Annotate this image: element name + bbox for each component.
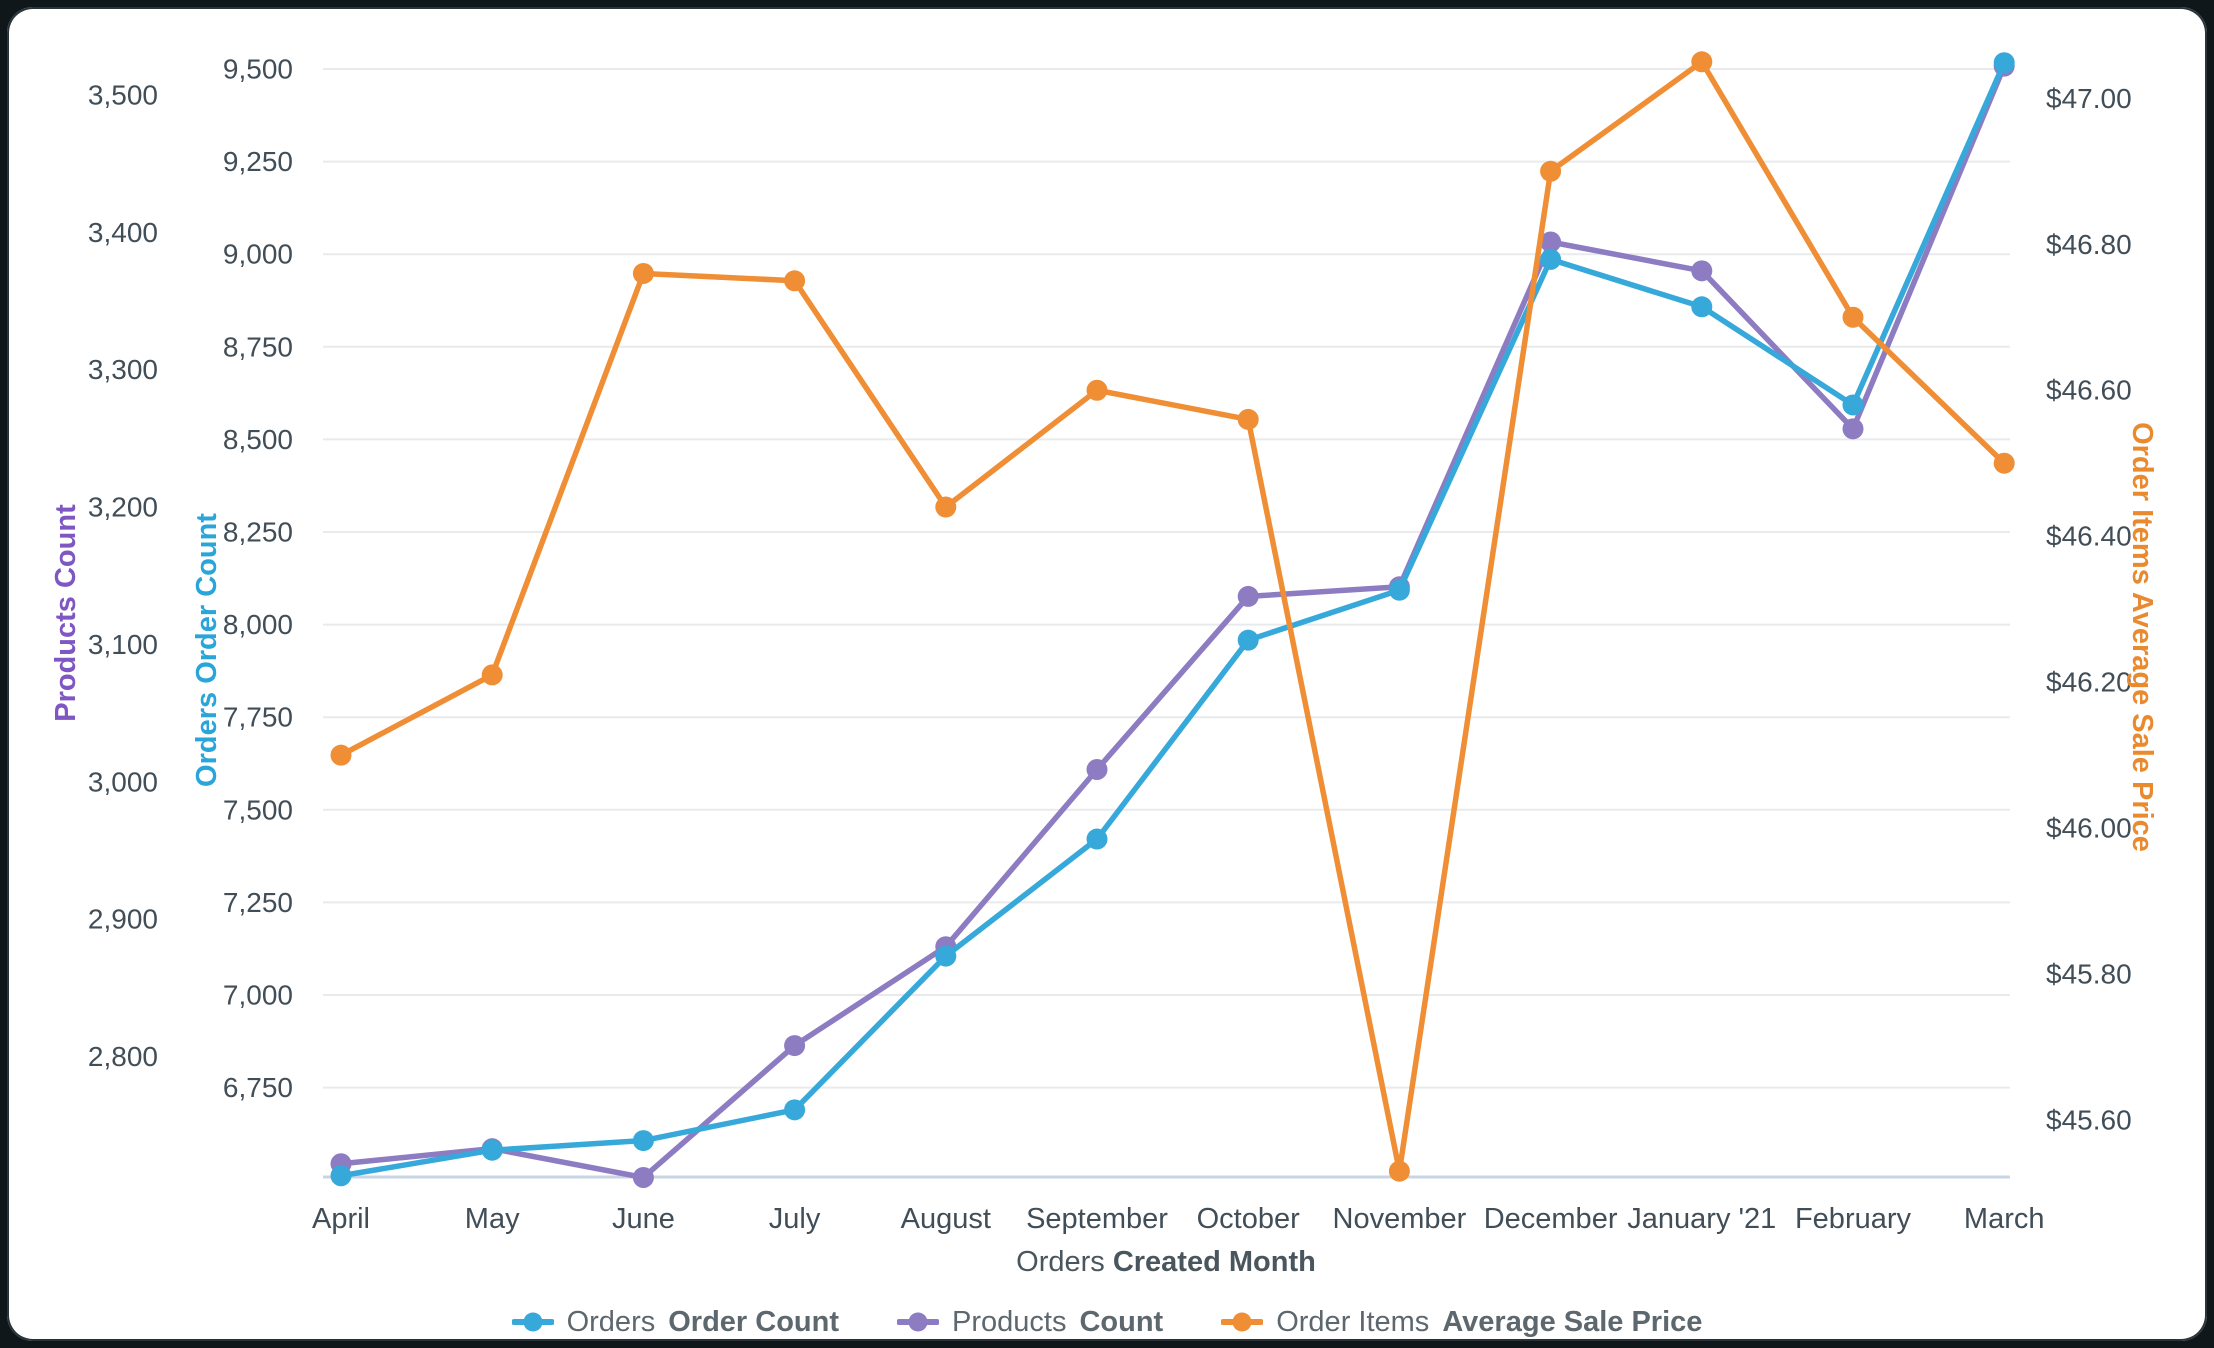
y-tick-label-left_inner: 9,500 xyxy=(223,54,293,85)
x-tick-label: July xyxy=(769,1203,821,1235)
data-point-products-count-2[interactable] xyxy=(632,1166,654,1188)
data-point-order-items-average-sale-price-0[interactable] xyxy=(330,744,352,766)
y-tick-label-right: $46.40 xyxy=(2046,521,2132,552)
y-tick-label-left_inner: 9,000 xyxy=(223,239,293,270)
legend-item-orders-order-count[interactable]: Orders Order Count xyxy=(511,1305,840,1339)
y-tick-label-left_outer: 2,800 xyxy=(88,1041,158,1072)
data-point-order-items-average-sale-price-3[interactable] xyxy=(784,270,806,292)
series-line-products-count xyxy=(338,63,2007,1181)
x-tick-label: September xyxy=(1026,1203,1168,1235)
data-point-orders-order-count-3[interactable] xyxy=(784,1099,806,1121)
y-tick-label-left_outer: 3,300 xyxy=(88,354,158,385)
y-tick-label-left_outer: 3,500 xyxy=(88,80,158,111)
data-point-products-count-9[interactable] xyxy=(1691,260,1713,282)
y-tick-label-left_outer: 3,000 xyxy=(88,766,158,797)
data-point-order-items-average-sale-price-1[interactable] xyxy=(481,664,503,686)
axis-title-left_outer: Products Count xyxy=(50,504,82,722)
legend-label-regular: Orders xyxy=(566,1305,656,1338)
legend-label-bold: Count xyxy=(1079,1305,1164,1338)
data-point-orders-order-count-8[interactable] xyxy=(1540,248,1562,270)
x-tick-label: April xyxy=(312,1203,370,1235)
y-tick-label-left_inner: 8,000 xyxy=(223,609,293,640)
data-point-products-count-6[interactable] xyxy=(1237,585,1259,607)
data-point-orders-order-count-2[interactable] xyxy=(632,1130,654,1152)
legend-label-bold: Average Sale Price xyxy=(1442,1305,1703,1338)
x-tick-label: December xyxy=(1484,1203,1618,1235)
y-tick-label-right: $46.00 xyxy=(2046,813,2132,844)
data-point-order-items-average-sale-price-2[interactable] xyxy=(632,262,654,284)
data-point-orders-order-count-11[interactable] xyxy=(1993,52,2015,74)
data-point-order-items-average-sale-price-9[interactable] xyxy=(1691,51,1713,73)
legend-marker-icon xyxy=(511,1312,554,1332)
axis-title-left_inner: Orders Order Count xyxy=(191,513,223,787)
legend-label-regular: Products xyxy=(952,1305,1067,1338)
y-tick-label-right: $46.80 xyxy=(2046,229,2132,260)
data-point-orders-order-count-6[interactable] xyxy=(1237,629,1259,651)
legend-item-order-items-average-sale-price[interactable]: Order Items Average Sale Price xyxy=(1221,1306,1702,1339)
chart-card xyxy=(7,7,2207,1341)
y-tick-label-right: $45.80 xyxy=(2046,959,2132,990)
x-tick-label: January '21 xyxy=(1627,1203,1776,1235)
x-tick-label: August xyxy=(901,1203,991,1235)
data-point-orders-order-count-1[interactable] xyxy=(481,1139,503,1161)
y-tick-label-left_outer: 3,100 xyxy=(88,629,158,660)
y-tick-label-left_inner: 6,750 xyxy=(223,1072,293,1103)
legend-label-bold: Order Count xyxy=(668,1305,840,1338)
y-tick-label-right: $47.00 xyxy=(2046,83,2132,114)
y-tick-label-left_outer: 2,900 xyxy=(88,904,158,935)
legend-item-products-count[interactable]: Products Count xyxy=(897,1306,1163,1339)
axis-title-right: Order Items Average Sale Price xyxy=(2126,422,2158,852)
data-point-products-count-3[interactable] xyxy=(784,1035,806,1057)
y-tick-label-right: $46.20 xyxy=(2046,667,2132,698)
data-point-order-items-average-sale-price-10[interactable] xyxy=(1842,306,1864,328)
data-point-orders-order-count-0[interactable] xyxy=(330,1165,352,1187)
legend-marker-icon xyxy=(897,1312,940,1332)
chart-legend: Orders Order Count Products Count Order Item… xyxy=(0,1298,2214,1346)
x-tick-label: May xyxy=(465,1203,520,1235)
y-tick-label-left_inner: 7,000 xyxy=(223,980,293,1011)
data-point-order-items-average-sale-price-11[interactable] xyxy=(1993,452,2015,474)
data-point-order-items-average-sale-price-7[interactable] xyxy=(1388,1160,1410,1182)
legend-marker-icon xyxy=(1221,1312,1264,1332)
data-point-order-items-average-sale-price-4[interactable] xyxy=(935,496,957,518)
data-point-products-count-5[interactable] xyxy=(1086,758,1108,780)
x-axis-title: Orders Created Month xyxy=(1016,1246,1316,1278)
x-tick-label: March xyxy=(1964,1203,2045,1235)
y-tick-label-left_inner: 9,250 xyxy=(223,146,293,177)
x-axis-title-bold: Created Month xyxy=(1113,1246,1316,1278)
legend-label-regular: Order Items xyxy=(1276,1305,1430,1338)
x-tick-label: February xyxy=(1795,1203,1912,1235)
data-point-products-count-8[interactable] xyxy=(1540,231,1562,253)
series-line-order-items-average-sale-price xyxy=(338,59,2007,1174)
x-axis-title-regular: Orders xyxy=(1016,1246,1105,1278)
data-point-order-items-average-sale-price-8[interactable] xyxy=(1540,160,1562,182)
data-point-orders-order-count-4[interactable] xyxy=(935,945,957,967)
x-tick-label: June xyxy=(612,1203,675,1235)
data-point-orders-order-count-9[interactable] xyxy=(1691,296,1713,318)
y-tick-label-left_inner: 8,250 xyxy=(223,517,293,548)
x-tick-label: October xyxy=(1197,1203,1300,1235)
data-point-orders-order-count-7[interactable] xyxy=(1388,579,1410,601)
y-tick-label-left_inner: 7,250 xyxy=(223,887,293,918)
y-tick-label-left_inner: 8,500 xyxy=(223,424,293,455)
series-line-orders-order-count xyxy=(338,59,2007,1179)
data-point-order-items-average-sale-price-5[interactable] xyxy=(1086,379,1108,401)
y-tick-label-left_inner: 7,500 xyxy=(223,794,293,825)
y-tick-label-left_inner: 7,750 xyxy=(223,702,293,733)
y-tick-label-left_outer: 3,200 xyxy=(88,492,158,523)
y-tick-label-left_inner: 8,750 xyxy=(223,331,293,362)
x-tick-label: November xyxy=(1333,1203,1467,1235)
data-point-order-items-average-sale-price-6[interactable] xyxy=(1237,408,1259,430)
data-point-products-count-10[interactable] xyxy=(1842,418,1864,440)
data-point-orders-order-count-10[interactable] xyxy=(1842,394,1864,416)
y-tick-label-left_outer: 3,400 xyxy=(88,217,158,248)
data-point-orders-order-count-5[interactable] xyxy=(1086,828,1108,850)
y-tick-label-right: $46.60 xyxy=(2046,375,2132,406)
y-tick-label-right: $45.60 xyxy=(2046,1105,2132,1136)
